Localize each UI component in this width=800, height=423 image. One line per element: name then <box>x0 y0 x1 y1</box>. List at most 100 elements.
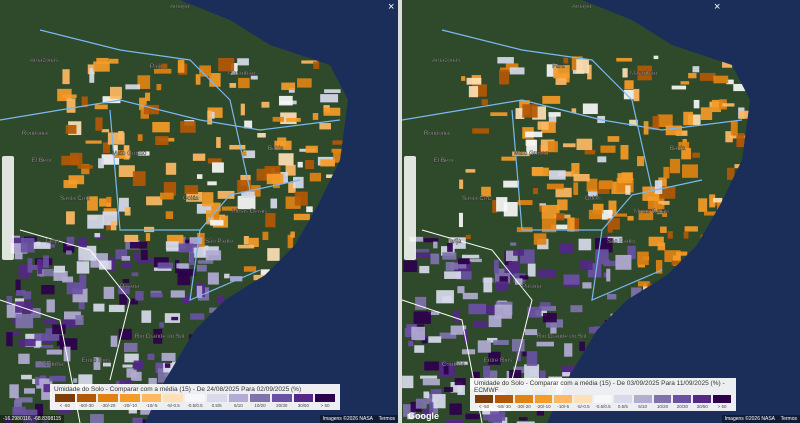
region <box>66 236 75 247</box>
region <box>305 160 314 170</box>
region <box>551 224 568 230</box>
legend-label: < -50 <box>59 403 71 408</box>
legend-item: -50/-30 <box>76 393 98 408</box>
region <box>133 252 140 260</box>
region <box>73 378 78 383</box>
region <box>76 261 90 274</box>
region <box>66 282 83 295</box>
region <box>115 249 128 260</box>
region <box>159 192 174 200</box>
region <box>309 172 322 182</box>
region <box>202 192 214 207</box>
region <box>106 222 113 231</box>
region <box>524 364 540 380</box>
region <box>136 258 154 263</box>
legend-label: 0.5/5 <box>617 404 628 409</box>
region <box>178 268 196 277</box>
region <box>541 217 557 233</box>
region <box>70 152 83 166</box>
region <box>62 318 78 327</box>
region <box>420 375 438 379</box>
region <box>4 417 13 423</box>
region <box>24 388 35 394</box>
legend-item: -10/-5 <box>141 393 163 408</box>
region <box>209 73 221 87</box>
region <box>541 204 560 219</box>
region <box>229 82 237 88</box>
terms[interactable]: Termos <box>375 415 398 423</box>
region <box>509 369 522 381</box>
region <box>692 152 700 158</box>
region <box>93 303 105 312</box>
place-label: Tarija <box>45 239 60 245</box>
region <box>186 191 203 202</box>
region <box>23 409 38 423</box>
legend-swatch <box>613 395 632 403</box>
region <box>652 116 660 130</box>
terms[interactable]: Termos <box>777 415 800 423</box>
region <box>722 212 728 218</box>
region <box>36 378 53 389</box>
region <box>673 280 681 292</box>
close-button[interactable]: × <box>388 1 395 13</box>
place-label: Bahia <box>670 146 686 152</box>
place-label: Amapá <box>572 4 592 10</box>
region <box>734 164 746 169</box>
attribution: Imagens ©2026 NASA <box>319 415 376 423</box>
place-label: Rondônia <box>22 131 48 137</box>
close-button[interactable]: × <box>714 1 721 13</box>
region <box>713 75 729 84</box>
legend-label: 20/30 <box>676 404 688 409</box>
region <box>698 198 708 212</box>
region <box>539 302 551 307</box>
region <box>98 158 104 169</box>
region <box>207 181 217 186</box>
region <box>625 185 631 195</box>
region <box>519 417 528 421</box>
region <box>212 162 224 173</box>
region <box>672 255 681 266</box>
region <box>101 129 110 133</box>
region <box>449 403 462 415</box>
region <box>481 186 491 197</box>
region <box>281 276 294 286</box>
region <box>557 199 568 211</box>
region <box>212 364 218 376</box>
region <box>248 237 259 247</box>
region <box>293 176 304 189</box>
region <box>14 252 23 260</box>
region <box>196 174 203 179</box>
legend-label: 30/50 <box>297 403 310 408</box>
region <box>556 213 565 221</box>
region <box>153 328 163 344</box>
region <box>199 359 218 364</box>
legend-swatch <box>141 394 162 402</box>
legend-item: -10/-5 <box>553 394 573 409</box>
region <box>506 370 512 382</box>
place-label: São Paulo <box>205 239 233 245</box>
region <box>18 338 36 347</box>
region <box>129 241 148 249</box>
region <box>576 138 593 151</box>
region <box>62 69 70 85</box>
region <box>87 214 104 229</box>
region <box>77 164 93 169</box>
region <box>704 211 721 216</box>
region <box>130 298 139 305</box>
region <box>165 162 177 175</box>
region <box>126 368 137 378</box>
region <box>52 324 66 335</box>
region <box>414 345 425 353</box>
region <box>563 57 569 64</box>
region <box>542 95 561 104</box>
region <box>638 210 654 221</box>
region <box>49 375 66 382</box>
region <box>411 326 425 341</box>
legend-item: -5/-0.5 <box>162 393 184 408</box>
region <box>588 209 602 220</box>
region <box>157 368 169 383</box>
region <box>87 196 98 211</box>
region <box>424 361 440 371</box>
region <box>430 253 440 265</box>
region <box>682 164 698 178</box>
